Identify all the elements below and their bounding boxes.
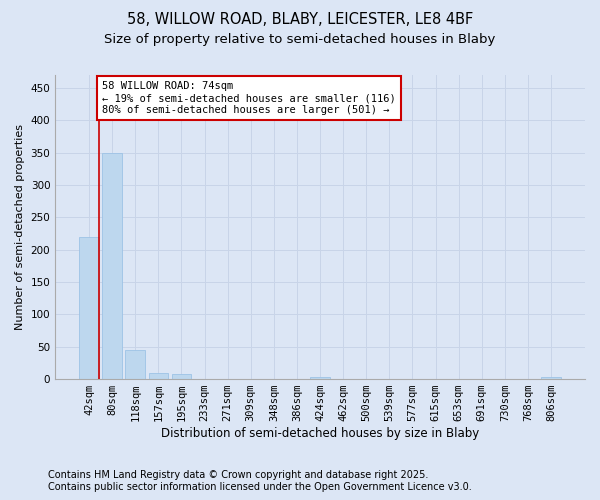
Bar — [541, 377, 561, 379]
Text: 58 WILLOW ROAD: 74sqm
← 19% of semi-detached houses are smaller (116)
80% of sem: 58 WILLOW ROAD: 74sqm ← 19% of semi-deta… — [102, 82, 395, 114]
Text: Contains HM Land Registry data © Crown copyright and database right 2025.: Contains HM Land Registry data © Crown c… — [48, 470, 428, 480]
Text: Size of property relative to semi-detached houses in Blaby: Size of property relative to semi-detach… — [104, 32, 496, 46]
Text: 58, WILLOW ROAD, BLABY, LEICESTER, LE8 4BF: 58, WILLOW ROAD, BLABY, LEICESTER, LE8 4… — [127, 12, 473, 28]
Bar — [125, 350, 145, 379]
Bar — [79, 236, 99, 379]
Bar — [172, 374, 191, 379]
X-axis label: Distribution of semi-detached houses by size in Blaby: Distribution of semi-detached houses by … — [161, 427, 479, 440]
Text: Contains public sector information licensed under the Open Government Licence v3: Contains public sector information licen… — [48, 482, 472, 492]
Bar — [149, 372, 168, 379]
Bar — [103, 152, 122, 379]
Y-axis label: Number of semi-detached properties: Number of semi-detached properties — [15, 124, 25, 330]
Bar — [310, 377, 330, 379]
